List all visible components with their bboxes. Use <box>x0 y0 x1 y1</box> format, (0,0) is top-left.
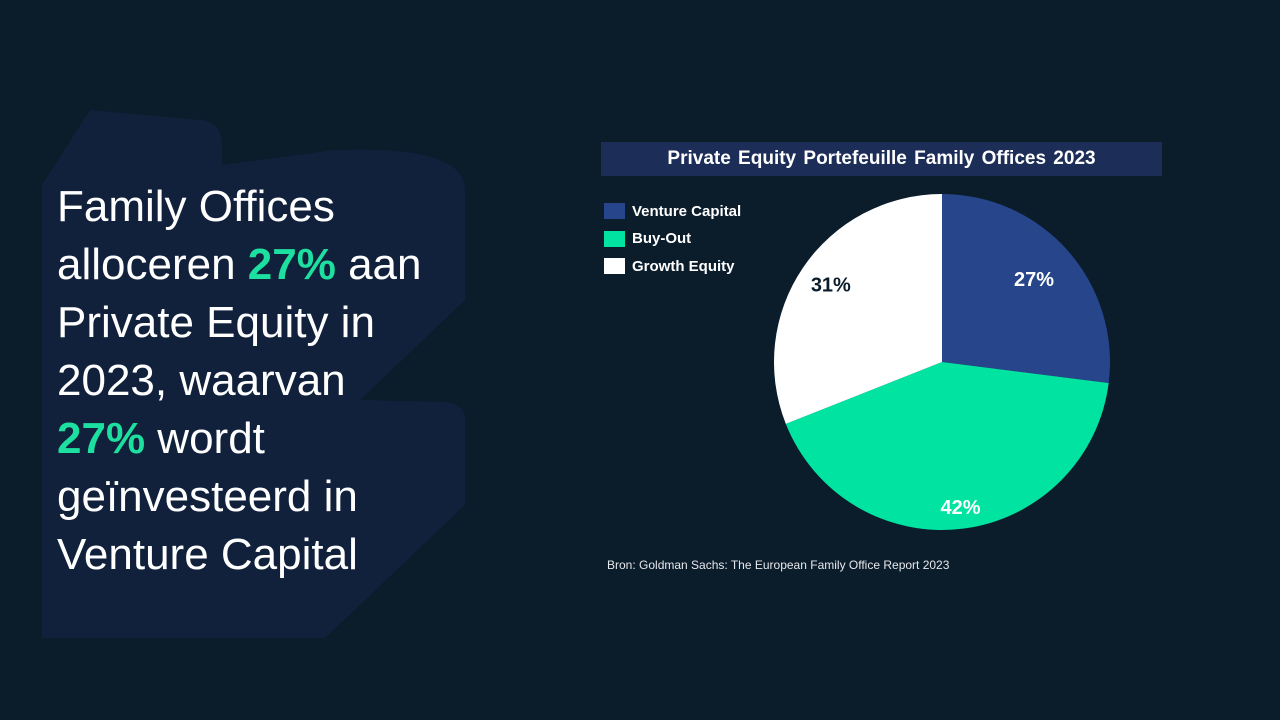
headline: Family Offices alloceren 27% aan Private… <box>57 178 517 584</box>
legend-swatch-buy-out <box>604 230 625 247</box>
legend-item-buy-out: Buy-Out <box>604 229 741 249</box>
headline-line-5-suffix: wordt <box>145 414 265 463</box>
chart-legend: Venture Capital Buy-Out Growth Equity <box>604 201 741 284</box>
pie-label-venture-capital: 27% <box>1014 269 1054 291</box>
pie-slice-venture-capital <box>942 194 1110 384</box>
pie-label-growth-equity: 31% <box>811 275 851 297</box>
headline-accent-venture: 27% <box>57 414 146 463</box>
chart-title: Private Equity Portefeuille Family Offic… <box>601 142 1162 176</box>
legend-swatch-venture-capital <box>604 203 625 219</box>
legend-label-buy-out: Buy-Out <box>632 230 692 247</box>
legend-swatch-growth-equity <box>604 258 625 274</box>
pie-chart: 27% 42% 31% <box>774 194 1110 530</box>
headline-line-7: Venture Capital <box>57 530 358 579</box>
headline-line-4: 2023, waarvan <box>57 356 346 405</box>
legend-label-growth-equity: Growth Equity <box>632 257 735 275</box>
pie-label-buy-out: 42% <box>941 497 981 519</box>
headline-line-1: Family Offices <box>57 182 335 231</box>
headline-line-2-prefix: alloceren <box>57 240 248 289</box>
pie-slice-growth-equity <box>774 194 942 424</box>
pie-slice-buy-out <box>785 362 1109 530</box>
legend-item-venture-capital: Venture Capital <box>604 201 741 221</box>
background-decoration <box>42 110 465 638</box>
legend-label-venture-capital: Venture Capital <box>632 202 742 220</box>
headline-line-6: geïnvesteerd in <box>57 472 358 521</box>
legend-item-growth-equity: Growth Equity <box>604 256 741 276</box>
headline-line-3: Private Equity in <box>57 298 375 347</box>
source-note: Bron: Goldman Sachs: The European Family… <box>607 558 950 572</box>
headline-line-2-suffix: aan <box>335 240 422 289</box>
headline-accent-allocation: 27% <box>247 240 336 289</box>
